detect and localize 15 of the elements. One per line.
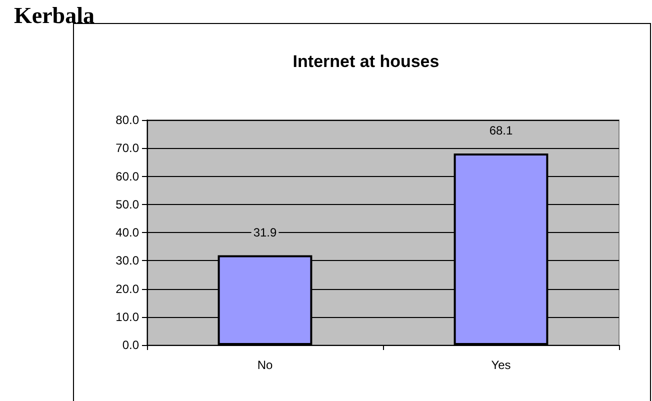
y-tick-label: 80.0: [116, 113, 140, 127]
y-tick-label: 50.0: [116, 197, 140, 212]
y-tick-label: 40.0: [116, 226, 140, 240]
data-label: 31.9: [253, 225, 277, 240]
y-tick-label: 10.0: [116, 310, 140, 324]
x-tick-label: Yes: [491, 358, 511, 372]
y-tick-label: 30.0: [116, 254, 140, 268]
y-tick-label: 0.0: [122, 338, 140, 352]
text: Kerbala: [14, 3, 95, 28]
y-tick-label: 20.0: [116, 282, 140, 296]
data-label: 68.1: [489, 123, 513, 138]
y-tick-label: 60.0: [116, 169, 140, 184]
x-tick-label: No: [257, 358, 273, 372]
y-tick-label: 70.0: [116, 141, 140, 156]
chart-title: Internet at houses: [292, 52, 440, 71]
